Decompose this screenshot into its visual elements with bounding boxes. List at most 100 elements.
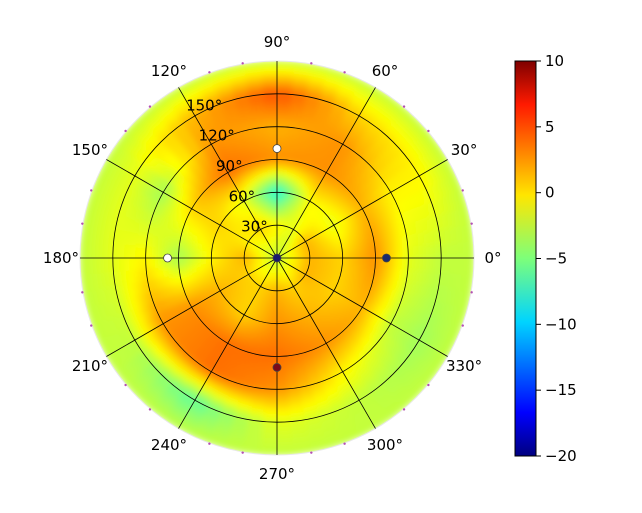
angular-grid-line [106, 159, 278, 259]
edge-dot [148, 105, 152, 108]
angular-grid-line [276, 257, 376, 429]
heat-cell [374, 256, 382, 268]
heat-cell [259, 82, 278, 90]
angle-tick-label: 330° [446, 357, 482, 375]
heat-cell [274, 71, 294, 79]
polar-plot-area: 0° 30° 60° 90° 120° 150° 180° 210° 240° 270° 300° 3… [43, 33, 502, 483]
heat-cell [275, 137, 288, 144]
edge-dot [241, 62, 244, 65]
heat-cell [275, 109, 291, 117]
edge-dot [81, 222, 84, 225]
heat-cell [418, 256, 426, 272]
edge-dot [90, 324, 93, 327]
edge-dot [208, 442, 211, 445]
angle-tick-label: 240° [151, 436, 187, 454]
heat-cell [268, 350, 279, 357]
heat-cell [462, 255, 469, 276]
heat-cell [429, 256, 436, 273]
heat-cell [262, 415, 280, 423]
angular-grid-line [276, 87, 376, 259]
data-marker [272, 253, 282, 263]
heat-cell [96, 241, 103, 261]
angular-grid-line [106, 257, 278, 357]
heat-cell [261, 426, 280, 434]
heat-cell [123, 244, 131, 260]
angular-grid-line [276, 257, 448, 357]
heat-cell [90, 257, 98, 277]
heat-cell [434, 255, 442, 273]
colorbar-tick-label: −5 [545, 250, 567, 268]
edge-dot [310, 62, 313, 65]
edge-dot [208, 71, 211, 74]
heat-cell [112, 243, 120, 261]
data-markers [163, 144, 391, 372]
heat-cell [264, 393, 279, 401]
edge-dot [470, 291, 473, 294]
edge-dot [124, 383, 127, 387]
radial-tick-label: 150° [186, 96, 222, 114]
colorbar-tick-label: −20 [545, 447, 577, 465]
heat-cell [263, 399, 279, 407]
heat-cell [275, 131, 289, 139]
heat-cell [423, 256, 431, 272]
angular-grid-line [276, 159, 448, 259]
colorbar: −20 −15 −10 −5 0 5 10 [514, 52, 577, 465]
heat-cell [445, 255, 453, 274]
data-marker [163, 253, 172, 263]
polar-grid [79, 60, 475, 456]
edge-dot [310, 451, 313, 454]
heat-cell [456, 255, 464, 275]
heat-cell [369, 256, 376, 267]
edge-dot [427, 383, 430, 387]
edge-dot [402, 408, 406, 411]
edge-dot [470, 222, 473, 225]
edge-dot [402, 105, 406, 108]
heat-cell [134, 245, 142, 260]
edge-dot [124, 129, 127, 133]
colorbar-tick-label: 5 [545, 118, 555, 136]
colorbar-tick-label: 0 [545, 184, 555, 202]
radial-tick-label: 120° [199, 127, 235, 145]
heat-cell [450, 240, 458, 259]
edge-dot [343, 442, 346, 445]
colorbar-tick-label: −15 [545, 381, 577, 399]
heat-cell [258, 71, 278, 79]
colorbar-tick-label: −10 [545, 315, 577, 333]
heat-cell [156, 247, 163, 260]
edge-dot [461, 189, 464, 192]
heat-cell [402, 256, 409, 270]
heat-cell [274, 66, 295, 73]
heat-cell [275, 115, 290, 123]
data-marker [272, 144, 282, 153]
heat-cell [128, 244, 136, 260]
heat-cell [275, 99, 292, 106]
heat-cell [445, 240, 453, 259]
angle-tick-label: 120° [151, 62, 187, 80]
angle-tick-label: 270° [259, 465, 295, 483]
heat-cell [274, 93, 292, 101]
edge-dot [241, 451, 244, 454]
heat-cell [262, 410, 279, 417]
heat-cell [276, 437, 296, 445]
angle-tick-label: 30° [451, 141, 478, 159]
heat-cell [145, 246, 152, 260]
radial-tick-labels: 30° 60° 90° 120° 150° [186, 96, 268, 235]
radial-tick-label: 60° [229, 187, 256, 205]
heat-cell [276, 431, 295, 439]
edge-dot [427, 129, 430, 133]
angle-tick-label: 60° [372, 62, 399, 80]
colorbar-gradient [514, 60, 537, 457]
edge-dot [90, 189, 93, 192]
heat-cell [259, 443, 280, 450]
heat-cell [275, 153, 287, 161]
heat-cell [267, 355, 279, 363]
heat-cell [263, 404, 279, 412]
heat-cell [90, 241, 98, 261]
data-marker [272, 363, 282, 372]
heat-cell [451, 255, 458, 275]
heat-cell [85, 240, 92, 261]
angular-grid-line [178, 87, 278, 259]
heat-cell [266, 372, 279, 379]
heat-cell [275, 126, 289, 133]
